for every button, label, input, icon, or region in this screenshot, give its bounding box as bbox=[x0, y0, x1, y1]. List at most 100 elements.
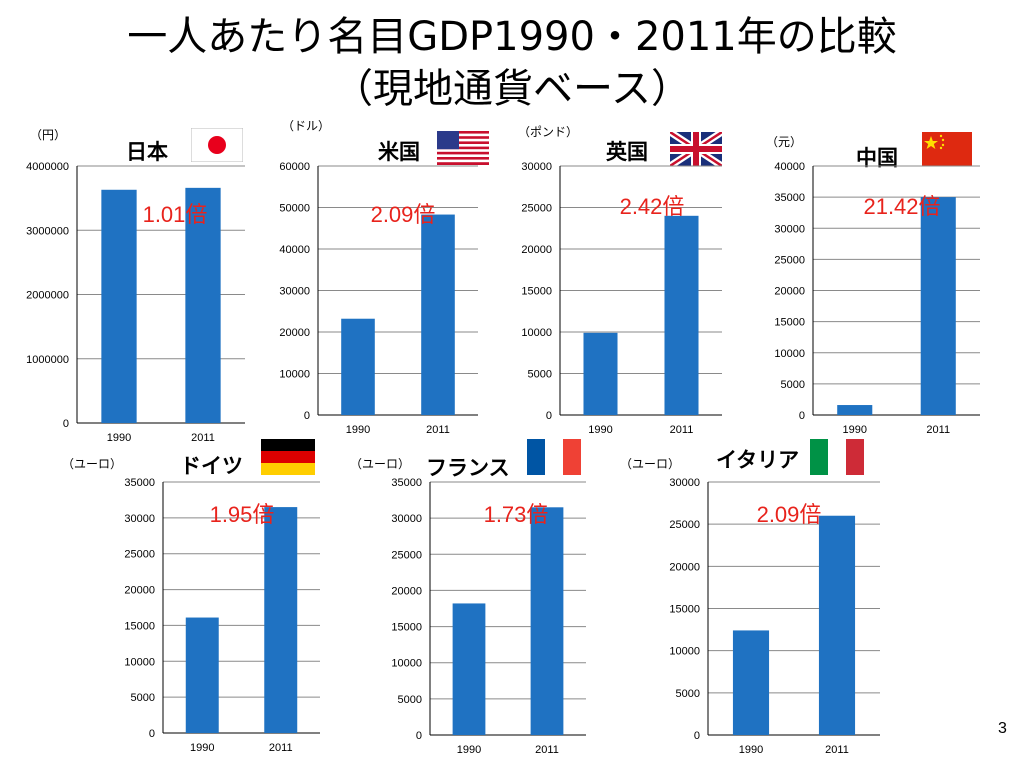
japan-bar-1990 bbox=[101, 189, 137, 423]
france-y-tick-label: 0 bbox=[416, 730, 422, 742]
italy-ratio-label: 2.09倍 bbox=[757, 502, 822, 527]
italy-y-tick-label: 25000 bbox=[669, 519, 700, 531]
italy-unit-label: （ユーロ） bbox=[620, 457, 681, 471]
china-y-tick-label: 0 bbox=[799, 410, 805, 422]
china-flag-icon bbox=[922, 132, 972, 166]
germany-y-tick-label: 30000 bbox=[124, 513, 155, 525]
uk-bar-1990 bbox=[583, 332, 618, 415]
usa-ratio-label: 2.09倍 bbox=[371, 202, 436, 227]
italy-flag-icon bbox=[810, 439, 864, 475]
china-y-tick-label: 30000 bbox=[774, 223, 805, 235]
usa-y-tick-label: 60000 bbox=[279, 161, 310, 173]
china-y-tick-label: 35000 bbox=[774, 192, 805, 204]
italy-y-tick-label: 20000 bbox=[669, 561, 700, 573]
china-y-tick-label: 40000 bbox=[774, 161, 805, 173]
france-flag-icon bbox=[527, 439, 581, 475]
japan-y-tick-label: 1000000 bbox=[26, 354, 69, 366]
france-country-label: フランス bbox=[426, 456, 510, 480]
uk-unit-label: （ポンド） bbox=[518, 125, 579, 139]
france-y-tick-label: 15000 bbox=[391, 622, 422, 634]
uk-x-tick-label: 2011 bbox=[670, 424, 694, 436]
japan-country-label: 日本 bbox=[126, 140, 168, 164]
france-y-tick-label: 5000 bbox=[398, 694, 422, 706]
usa-flag-icon bbox=[437, 131, 489, 165]
germany-y-tick-label: 25000 bbox=[124, 549, 155, 561]
usa-x-tick-label: 2011 bbox=[426, 424, 450, 436]
germany-bar-1990 bbox=[185, 617, 219, 733]
italy-y-tick-label: 0 bbox=[694, 730, 700, 742]
france-bar-1990 bbox=[452, 603, 486, 735]
usa-y-tick-label: 40000 bbox=[279, 244, 310, 256]
germany-x-tick-label: 2011 bbox=[269, 742, 293, 754]
germany-bar-2011 bbox=[264, 507, 298, 733]
usa-bar-2011 bbox=[421, 214, 455, 415]
france-x-tick-label: 2011 bbox=[535, 744, 559, 756]
uk-y-tick-label: 0 bbox=[546, 410, 552, 422]
uk-flag-icon bbox=[670, 132, 722, 166]
usa-y-tick-label: 20000 bbox=[279, 327, 310, 339]
china-unit-label: （元） bbox=[766, 135, 803, 149]
uk-y-tick-label: 30000 bbox=[521, 161, 552, 173]
china-y-tick-label: 25000 bbox=[774, 254, 805, 266]
china-ratio-label: 21.42倍 bbox=[863, 194, 940, 219]
uk-y-tick-label: 25000 bbox=[521, 203, 552, 215]
usa-y-tick-label: 50000 bbox=[279, 203, 310, 215]
japan-unit-label: （円） bbox=[30, 128, 67, 142]
france-ratio-label: 1.73倍 bbox=[484, 502, 549, 527]
china-y-tick-label: 15000 bbox=[774, 317, 805, 329]
france-y-tick-label: 30000 bbox=[391, 513, 422, 525]
italy-y-tick-label: 10000 bbox=[669, 646, 700, 658]
china-y-tick-label: 20000 bbox=[774, 286, 805, 298]
germany-ratio-label: 1.95倍 bbox=[210, 502, 275, 527]
japan-ratio-label: 1.01倍 bbox=[143, 202, 208, 227]
japan-y-tick-label: 2000000 bbox=[26, 290, 69, 302]
france-y-tick-label: 20000 bbox=[391, 585, 422, 597]
germany-y-tick-label: 5000 bbox=[131, 692, 155, 704]
china-bar-2011 bbox=[920, 197, 956, 415]
germany-y-tick-label: 0 bbox=[149, 728, 155, 740]
uk-y-tick-label: 10000 bbox=[521, 327, 552, 339]
japan-x-tick-label: 1990 bbox=[107, 432, 131, 444]
italy-bar-1990 bbox=[732, 630, 770, 735]
germany-flag-icon bbox=[261, 439, 315, 475]
germany-x-tick-label: 1990 bbox=[190, 742, 214, 754]
japan-x-tick-label: 2011 bbox=[191, 432, 215, 444]
uk-bar-2011 bbox=[664, 215, 699, 415]
france-x-tick-label: 1990 bbox=[457, 744, 481, 756]
slide-title: 一人あたり名目GDP1990・2011年の比較 bbox=[127, 14, 897, 60]
uk-ratio-label: 2.42倍 bbox=[620, 194, 685, 219]
uk-y-tick-label: 20000 bbox=[521, 244, 552, 256]
china-x-tick-label: 1990 bbox=[843, 424, 867, 436]
japan-y-tick-label: 4000000 bbox=[26, 161, 69, 173]
usa-country-label: 米国 bbox=[378, 140, 420, 164]
italy-y-tick-label: 30000 bbox=[669, 477, 700, 489]
italy-x-tick-label: 1990 bbox=[739, 744, 763, 756]
slide-subtitle: （現地通貨ベース） bbox=[333, 66, 691, 112]
uk-country-label: 英国 bbox=[606, 140, 648, 164]
japan-bar-2011 bbox=[185, 187, 221, 423]
france-y-tick-label: 25000 bbox=[391, 549, 422, 561]
china-bar-1990 bbox=[837, 405, 873, 415]
usa-y-tick-label: 30000 bbox=[279, 286, 310, 298]
uk-y-tick-label: 5000 bbox=[528, 369, 552, 381]
china-y-tick-label: 10000 bbox=[774, 348, 805, 360]
germany-unit-label: （ユーロ） bbox=[62, 457, 123, 471]
usa-y-tick-label: 0 bbox=[304, 410, 310, 422]
germany-country-label: ドイツ bbox=[180, 454, 243, 478]
germany-y-tick-label: 35000 bbox=[124, 477, 155, 489]
usa-x-tick-label: 1990 bbox=[346, 424, 370, 436]
japan-y-tick-label: 3000000 bbox=[26, 225, 69, 237]
china-y-tick-label: 5000 bbox=[781, 379, 805, 391]
uk-x-tick-label: 1990 bbox=[588, 424, 612, 436]
france-bar-2011 bbox=[530, 507, 564, 735]
japan-y-tick-label: 0 bbox=[63, 418, 69, 430]
italy-bar-2011 bbox=[818, 515, 856, 735]
usa-y-tick-label: 10000 bbox=[279, 369, 310, 381]
italy-country-label: イタリア bbox=[716, 448, 800, 472]
japan-flag-icon bbox=[191, 128, 243, 162]
usa-bar-1990 bbox=[341, 318, 375, 415]
france-unit-label: （ユーロ） bbox=[350, 457, 411, 471]
china-x-tick-label: 2011 bbox=[926, 424, 950, 436]
france-y-tick-label: 10000 bbox=[391, 658, 422, 670]
